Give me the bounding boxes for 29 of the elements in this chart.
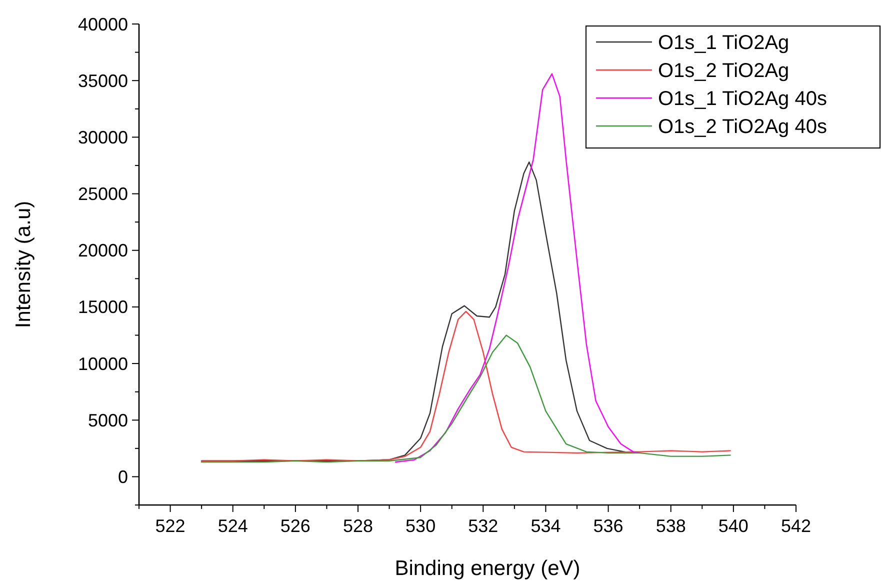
x-tick-label: 528 [342, 516, 374, 536]
x-tick-label: 538 [656, 516, 686, 536]
legend-label: O1s_1 TiO2Ag 40s [658, 88, 827, 110]
y-tick-label: 15000 [78, 297, 128, 318]
x-tick-label: 526 [280, 516, 310, 536]
x-tick-label: 530 [406, 516, 436, 536]
y-tick-label: 20000 [78, 240, 128, 261]
line-series [394, 73, 640, 463]
x-tick-label: 534 [530, 516, 561, 536]
y-tick-label: 0 [118, 467, 128, 488]
x-tick-label: 536 [593, 516, 624, 536]
y-tick-label: 5000 [88, 410, 128, 430]
legend-label: O1s_2 TiO2Ag [658, 60, 790, 82]
legend-label: O1s_1 TiO2Ag [658, 32, 790, 54]
line-series [200, 310, 731, 462]
line-series [200, 334, 731, 463]
y-tick-label: 25000 [78, 184, 128, 204]
y-tick-label: 40000 [78, 14, 128, 34]
x-tick-label: 532 [468, 516, 498, 536]
y-tick-label: 10000 [78, 354, 128, 374]
x-axis-title: Binding energy (eV) [394, 557, 580, 580]
x-tick-label: 522 [155, 516, 186, 536]
x-tick-label: 542 [780, 516, 812, 536]
y-tick-label: 35000 [78, 70, 128, 91]
x-tick-label: 524 [218, 516, 248, 536]
y-axis-title: Intensity (a.u) [12, 200, 35, 328]
y-tick-label: 30000 [78, 127, 128, 148]
x-tick-label: 540 [718, 516, 748, 536]
legend-label: O1s_2 TiO2Ag 40s [658, 116, 827, 138]
